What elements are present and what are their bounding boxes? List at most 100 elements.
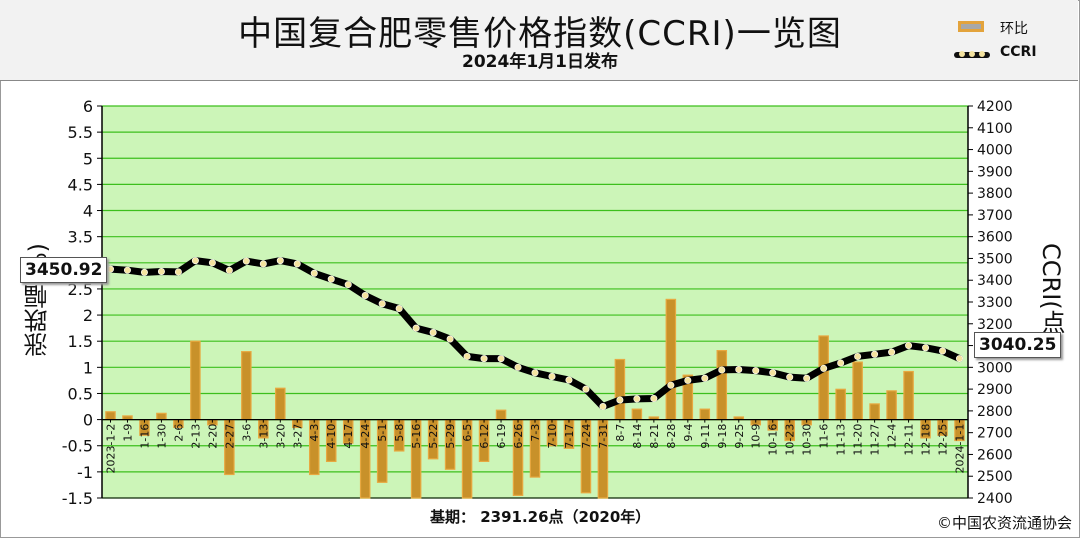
ccri-point [344,281,352,289]
y-left-tick-label: 6 [83,97,93,116]
y-left-tick-label: -0.5 [62,437,93,456]
ccri-point [650,394,658,402]
bar-change [818,335,829,421]
ccri-point [327,275,335,283]
bar-change [156,412,167,421]
chart-title: 中国复合肥零售价格指数(CCRI)一览图 [238,14,842,54]
ccri-point [276,257,284,265]
x-tick-label: 6-12 [478,424,491,449]
legend: 环比 CCRI [950,18,1070,70]
x-tick-label: 1-30 [155,424,168,449]
bar-change [275,387,286,421]
legend-bar-swatch [958,21,984,32]
x-tick-label: 2-27 [223,424,236,449]
y-right-tick-label: 3300 [977,295,1013,311]
base-period-note: 基期： 2391.26点（2020年） [430,508,651,526]
y-right-tick-label: 2500 [977,469,1013,485]
ccri-point [514,363,522,371]
y-left-tick-label: 0.5 [68,384,93,403]
ccri-point [395,305,403,313]
x-tick-label: 6-26 [512,424,525,449]
ccri-point [208,259,216,267]
y-right-tick-label: 2800 [977,404,1013,420]
x-tick-label: 8-28 [665,424,678,449]
y-right-tick-label: 2400 [977,491,1013,507]
x-tick-label: 9-11 [699,424,712,449]
x-tick-label: 3-13 [257,424,270,449]
bar-change [852,361,863,421]
x-tick-label: 3-27 [291,424,304,449]
y-left-tick-label: 2.5 [68,280,93,299]
y-right-tick-label: 4000 [977,143,1013,159]
legend-marker [979,51,985,57]
ccri-point [718,366,726,374]
chart-subtitle: 2024年1月1日发布 [462,52,618,72]
ccri-point [140,268,148,276]
bar-change [665,298,677,421]
x-tick-label: 10-16 [767,424,780,456]
x-tick-label: 10-9 [750,424,763,449]
x-tick-label: 2024-1-1 [954,424,967,474]
y-left-tick-label: 2 [83,306,93,325]
copyright-note: ©中国农资流通协会 [936,514,1072,532]
ccri-point [412,324,420,332]
y-right-tick-label: 2900 [977,382,1013,398]
x-tick-label: 6-19 [495,424,508,449]
x-tick-label: 11-13 [835,424,848,456]
ccri-point [242,257,250,265]
y-axis-right-label: CCRI(点) [1037,243,1065,343]
bar-change [190,340,201,421]
x-tick-label: 4-3 [308,424,321,442]
y-right-tick-label: 3400 [977,273,1013,289]
ccri-point [582,385,590,393]
x-tick-label: 8-14 [631,424,644,449]
x-tick-label: 2-20 [206,424,219,449]
ccri-point [565,376,573,384]
ccri-point [225,266,233,274]
ccri-point [446,335,454,343]
y-right-tick-label: 3800 [977,186,1013,202]
ccri-point [429,328,437,336]
x-tick-label: 3-20 [274,424,287,449]
ccri-point [310,269,318,277]
ccri-point [633,395,641,403]
y-right-tick-label: 3700 [977,208,1013,224]
legend-item-line: CCRI [950,44,1070,64]
legend-marker [959,51,965,57]
ccri-point [378,300,386,308]
legend-marker [969,51,975,57]
x-tick-label: 5-1 [376,424,389,442]
x-tick-label: 10-23 [784,424,797,456]
legend-label-line: CCRI [1000,44,1037,60]
x-tick-label: 7-31 [597,424,610,449]
ccri-point [922,344,930,352]
x-tick-label: 7-10 [546,424,559,449]
x-tick-label: 7-3 [529,424,542,442]
y-left-tick-label: 0 [83,411,93,430]
ccri-point [174,268,182,276]
bar-change [903,370,914,421]
x-tick-label: 1-16 [138,424,151,449]
ccri-point [905,342,913,350]
x-tick-label: 5-22 [427,424,440,449]
x-tick-label: 2-13 [189,424,202,449]
bar-change [886,390,897,421]
ccri-point [939,347,947,355]
ccri-point [701,374,709,382]
x-tick-label: 12-25 [937,424,950,456]
x-tick-label: 4-24 [359,424,372,449]
x-tick-label: 8-7 [614,424,627,442]
ccri-point [786,373,794,381]
ccri-point [752,367,760,375]
ccri-point [531,369,539,377]
y-right-tick-label: 3500 [977,251,1013,267]
x-tick-label: 7-24 [580,424,593,449]
y-right-tick-label: 2700 [977,426,1013,442]
ccri-point [769,369,777,377]
y-left-tick-label: 5.5 [68,123,93,142]
ccri-point [735,366,743,374]
x-tick-label: 1-9 [121,424,134,442]
x-tick-label: 6-5 [461,424,474,442]
y-right-tick-label: 4200 [977,99,1013,115]
